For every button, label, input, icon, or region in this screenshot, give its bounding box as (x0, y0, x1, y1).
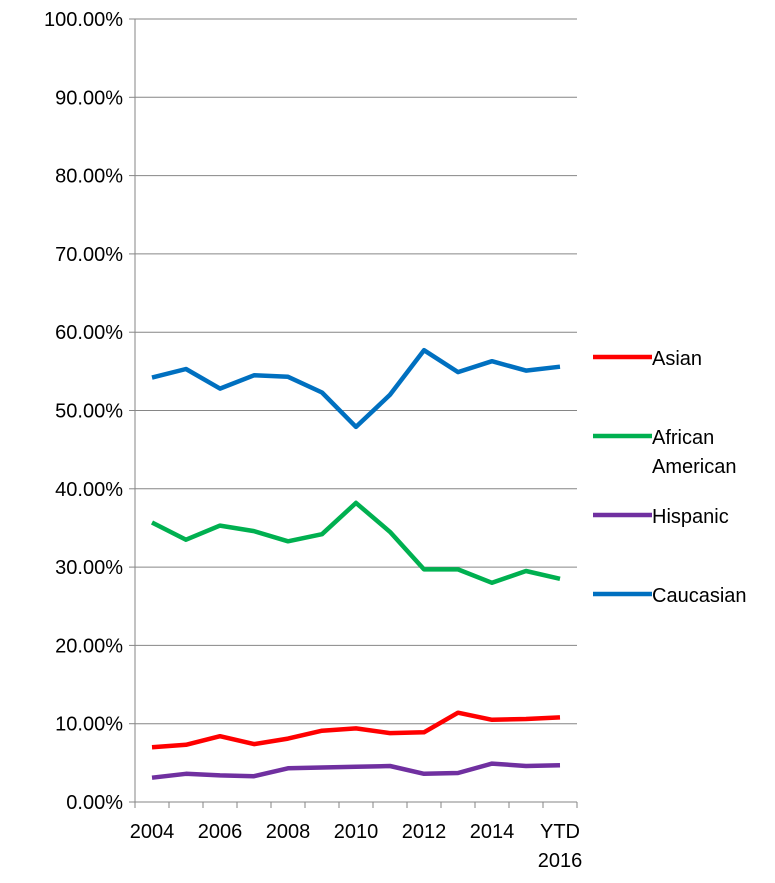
x-tick-label: 2014 (470, 821, 515, 843)
series-line-asian (151, 710, 561, 750)
gridlines (135, 18, 577, 725)
y-axis-tick-labels: 0.00% 10.00% 20.00% 30.00% 40.00% 50.00% 60.00… (44, 9, 123, 814)
series-line-hispanic (151, 761, 561, 780)
legend-label-african-american: African (652, 427, 714, 449)
x-axis-tick-labels: 2004 2006 2008 2010 2012 2014 YTD 2016 (130, 821, 583, 872)
legend-label-african-american: American (652, 456, 736, 478)
y-tick-label: 50.00% (55, 401, 123, 423)
x-tick-label: 2016 (538, 850, 583, 872)
y-tick-label: 60.00% (55, 322, 123, 344)
x-tick-label: 2010 (334, 821, 379, 843)
y-tick-label: 20.00% (55, 635, 123, 657)
y-tick-label: 100.00% (44, 9, 123, 31)
y-tick-label: 10.00% (55, 714, 123, 736)
x-tick-label: 2012 (402, 821, 447, 843)
legend-label-hispanic: Hispanic (652, 506, 729, 528)
legend-label-caucasian: Caucasian (652, 585, 747, 607)
x-tick-label: 2006 (198, 821, 243, 843)
y-tick-label: 40.00% (55, 479, 123, 501)
y-tick-label: 80.00% (55, 166, 123, 188)
y-tick-label: 90.00% (55, 87, 123, 109)
y-tick-label: 30.00% (55, 557, 123, 579)
x-tick-label: YTD (540, 821, 580, 843)
x-tick-label: 2008 (266, 821, 311, 843)
axes (129, 18, 578, 808)
series-lines (150, 347, 561, 780)
legend: Asian African American Hispanic Caucasian (593, 348, 747, 607)
series-line-african-american (150, 500, 561, 586)
y-tick-label: 70.00% (55, 244, 123, 266)
x-tick-label: 2004 (130, 821, 175, 843)
y-tick-label: 0.00% (66, 792, 123, 814)
legend-label-asian: Asian (652, 348, 702, 370)
series-line-caucasian (151, 347, 561, 430)
